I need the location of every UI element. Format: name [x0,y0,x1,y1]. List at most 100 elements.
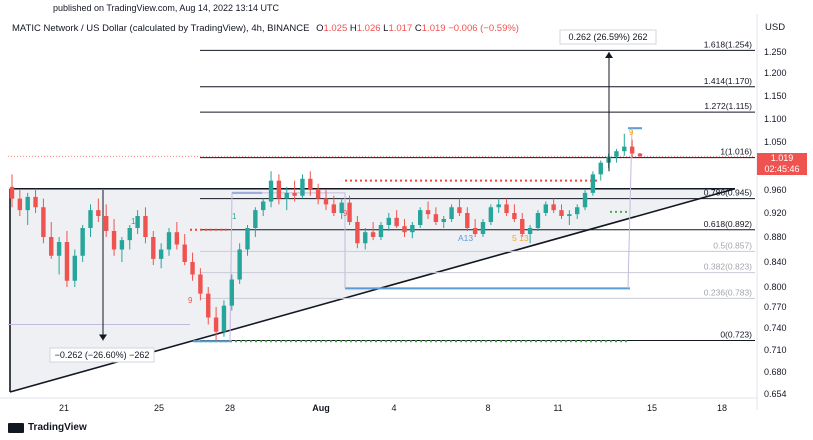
fib-level-label: 1.618(1.254) [704,39,752,49]
x-axis-tick: Aug [312,403,330,413]
y-axis-tick: 0.880 [764,232,787,242]
y-axis-tick: 0.740 [764,323,787,333]
candle-body [637,153,643,157]
candle-body [80,228,85,256]
candle-body [575,207,580,215]
candle-body [182,244,187,262]
candle-body [527,228,533,234]
candle-body [111,231,117,250]
x-axis-tick: 28 [225,403,235,413]
open-value: 1.025 [323,23,348,34]
y-axis-tick: 1.100 [764,114,787,124]
candle-body [425,210,431,215]
y-axis-tick: 0.710 [764,345,787,355]
candle-body [268,180,274,202]
candle-body [480,222,486,234]
candle-body [441,219,446,222]
down-measure-arrowhead [99,334,107,341]
up-measure-arrowhead [605,52,613,58]
candle-body [88,210,93,228]
y-axis-tick: 0.960 [764,185,787,195]
candle-body [213,317,219,332]
tradingview-logo-icon [8,422,24,433]
x-axis-tick: 15 [647,403,657,413]
candle-body [221,305,227,332]
up-measure-label: 0.262 (26.59%) 262 [568,32,647,42]
last-price-tag: 1.019 02:45:46 [757,153,807,175]
y-axis-tick: 1.250 [764,47,787,57]
y-axis-tick: 0.800 [764,282,787,292]
top-bar: published on TradingView.com, Aug 14, 20… [0,0,813,14]
candle-body [559,210,564,216]
candle-body [394,217,399,227]
fib-level-label: 0.786(0.945) [704,188,752,198]
fib-level-label: 0.5(0.857) [713,240,752,250]
high-value: 1.026 [356,23,381,34]
candle-body [127,228,132,241]
fib-level-label: 0.382(0.823) [704,262,752,272]
candle-body [64,242,70,281]
candle-body [339,202,344,213]
candle-body [166,232,172,250]
candle-body [433,214,439,222]
candle-body [488,207,494,222]
footer-brand[interactable]: TradingView [8,422,87,433]
fib-level-label: 1.414(1.170) [704,76,752,86]
candle-body [457,207,462,213]
candle-body [355,222,360,244]
candle-body [402,226,407,233]
candle-body [9,186,15,199]
candle-body [363,232,368,244]
bar-countdown: 02:45:46 [764,164,800,174]
candle-body [261,201,266,211]
y-axis-tick: 0.920 [764,208,787,218]
candle-body [418,210,423,225]
candle-body [229,279,234,306]
fib-level-label: 0.236(0.783) [704,287,752,297]
candle-body [198,274,203,294]
candle-body [308,178,313,190]
x-axis-tick: 4 [391,403,396,413]
candle-body [292,192,297,196]
candle-body [504,204,509,213]
up-measure-box [559,29,657,45]
fib-level-label: 1.272(1.115) [704,101,752,111]
candle-body [104,216,109,231]
y-axis-tick: 1.200 [764,68,787,78]
candle-body [276,180,282,199]
candle-body [535,213,541,228]
open-label: O [316,23,324,34]
candle-body [56,242,62,256]
candle-body [158,249,164,259]
fib-level-label: 0(0.723) [720,329,752,339]
brand-name: TradingView [28,422,87,433]
change-value: −0.006 (−0.59%) [448,23,519,34]
candle-body [551,204,556,211]
symbol-name[interactable]: MATIC Network / US Dollar (calculated by… [12,23,310,34]
candle-body [284,192,289,199]
candle-body [253,210,258,228]
candle-body [72,255,77,281]
y-axis-tick: 0.680 [764,367,787,377]
y-axis-tick: 1.050 [764,137,787,147]
close-value: 1.019 [421,23,446,34]
candle-body [151,237,156,259]
candle-body [323,198,329,205]
candle-body [410,225,415,233]
candle-body [237,249,242,280]
candle-body [449,207,454,219]
y-axis-tick: 0.770 [764,302,787,312]
candle-body [472,228,478,234]
candle-body [49,237,54,256]
candle-body [25,196,30,211]
x-axis-tick: 21 [59,403,69,413]
td-one-label: 1 [131,217,136,226]
down-measure-box [49,347,155,363]
candle-body [590,174,596,193]
candle-body [41,207,46,237]
close-label: C [414,23,422,34]
candle-body [543,204,548,213]
candle-body [33,196,38,208]
candle-body [190,262,195,275]
